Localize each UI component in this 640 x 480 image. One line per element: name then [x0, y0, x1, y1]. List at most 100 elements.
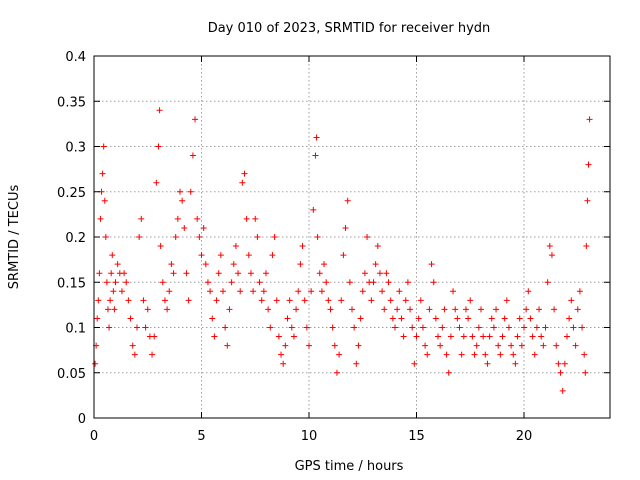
data-point: [104, 306, 111, 313]
ticks-layer: 0 5 10 15 20 0 0.05 0.1 0.15 0.2 0.25 0.3 0.35 0.4: [57, 50, 610, 444]
data-point: [314, 234, 321, 240]
data-point: [411, 360, 418, 367]
data-point: [280, 360, 287, 367]
data-point: [222, 324, 229, 331]
data-point: [181, 224, 188, 231]
data-point: [501, 315, 508, 322]
data-point: [129, 342, 136, 349]
data-point: [136, 234, 143, 240]
data-point: [265, 306, 272, 313]
y-tick-label: 0.35: [57, 95, 86, 110]
y-tick-label: 0.2: [65, 231, 86, 246]
data-point: [226, 306, 233, 313]
data-point: [523, 306, 530, 313]
data-point: [194, 215, 201, 222]
data-point: [187, 188, 194, 195]
data-point: [394, 306, 401, 313]
data-point: [351, 324, 358, 331]
data-point: [267, 324, 274, 331]
data-point: [275, 333, 282, 340]
data-point: [243, 215, 250, 222]
data-point: [321, 261, 328, 268]
data-point: [407, 306, 414, 313]
y-axis-label: SRMTID / TECUs: [7, 185, 22, 290]
data-point: [207, 288, 214, 295]
data-point: [170, 270, 177, 277]
data-point: [215, 270, 222, 277]
data-point: [263, 270, 269, 277]
data-point: [462, 306, 469, 313]
data-point: [114, 261, 121, 268]
data-point: [396, 288, 403, 295]
data-point: [316, 270, 323, 277]
data-point: [153, 179, 160, 186]
chart-title: Day 010 of 2023, SRMTID for receiver hyd…: [208, 21, 491, 36]
points-layer: [92, 107, 593, 394]
data-point: [318, 288, 325, 295]
data-point: [111, 306, 118, 313]
data-point: [518, 342, 525, 349]
data-point: [164, 306, 171, 313]
data-point: [379, 288, 386, 295]
data-point: [177, 188, 183, 195]
x-tick-label: 5: [197, 429, 205, 444]
data-point: [428, 261, 435, 268]
data-point: [196, 234, 203, 240]
data-point: [465, 315, 472, 322]
data-point: [308, 288, 315, 295]
data-point: [458, 351, 465, 358]
data-point: [247, 270, 254, 277]
data-point: [252, 215, 259, 222]
data-point: [445, 369, 452, 376]
data-point: [409, 324, 416, 331]
data-point: [370, 279, 377, 286]
data-point: [557, 369, 564, 376]
data-point: [460, 333, 467, 340]
data-point: [284, 315, 291, 322]
data-point: [198, 252, 205, 259]
data-point: [254, 234, 261, 240]
data-point: [450, 288, 457, 295]
y-tick-label: 0.4: [65, 50, 86, 65]
data-point: [572, 342, 579, 349]
data-point: [217, 252, 224, 259]
data-point: [480, 333, 487, 340]
data-point: [127, 315, 134, 322]
data-point: [174, 215, 181, 222]
data-point: [583, 243, 590, 250]
data-point: [473, 342, 480, 349]
y-tick-label: 0: [78, 412, 86, 427]
data-point: [340, 252, 347, 259]
data-point: [338, 297, 345, 304]
y-tick-label: 0.15: [57, 276, 86, 291]
data-point: [419, 324, 426, 331]
data-point: [310, 206, 317, 213]
data-point: [555, 360, 562, 367]
data-point: [230, 261, 237, 268]
data-point: [96, 270, 103, 277]
y-tick-label: 0.1: [65, 322, 86, 337]
data-point: [443, 351, 450, 358]
data-point: [582, 369, 589, 376]
data-point: [389, 315, 396, 322]
data-point: [168, 261, 175, 268]
data-point: [179, 197, 186, 204]
data-point: [364, 234, 371, 240]
data-point: [344, 197, 351, 204]
data-point: [313, 134, 320, 141]
data-point: [109, 252, 116, 259]
data-point: [559, 387, 566, 394]
data-point: [112, 279, 119, 286]
data-point: [551, 306, 558, 313]
data-point: [533, 324, 540, 331]
data-point: [108, 270, 115, 277]
data-point: [585, 161, 592, 168]
x-axis-label: GPS time / hours: [295, 459, 404, 474]
data-point: [574, 306, 581, 313]
data-point: [161, 297, 168, 304]
data-point: [454, 315, 461, 322]
data-point: [402, 297, 409, 304]
data-point: [107, 297, 114, 304]
data-point: [325, 297, 332, 304]
